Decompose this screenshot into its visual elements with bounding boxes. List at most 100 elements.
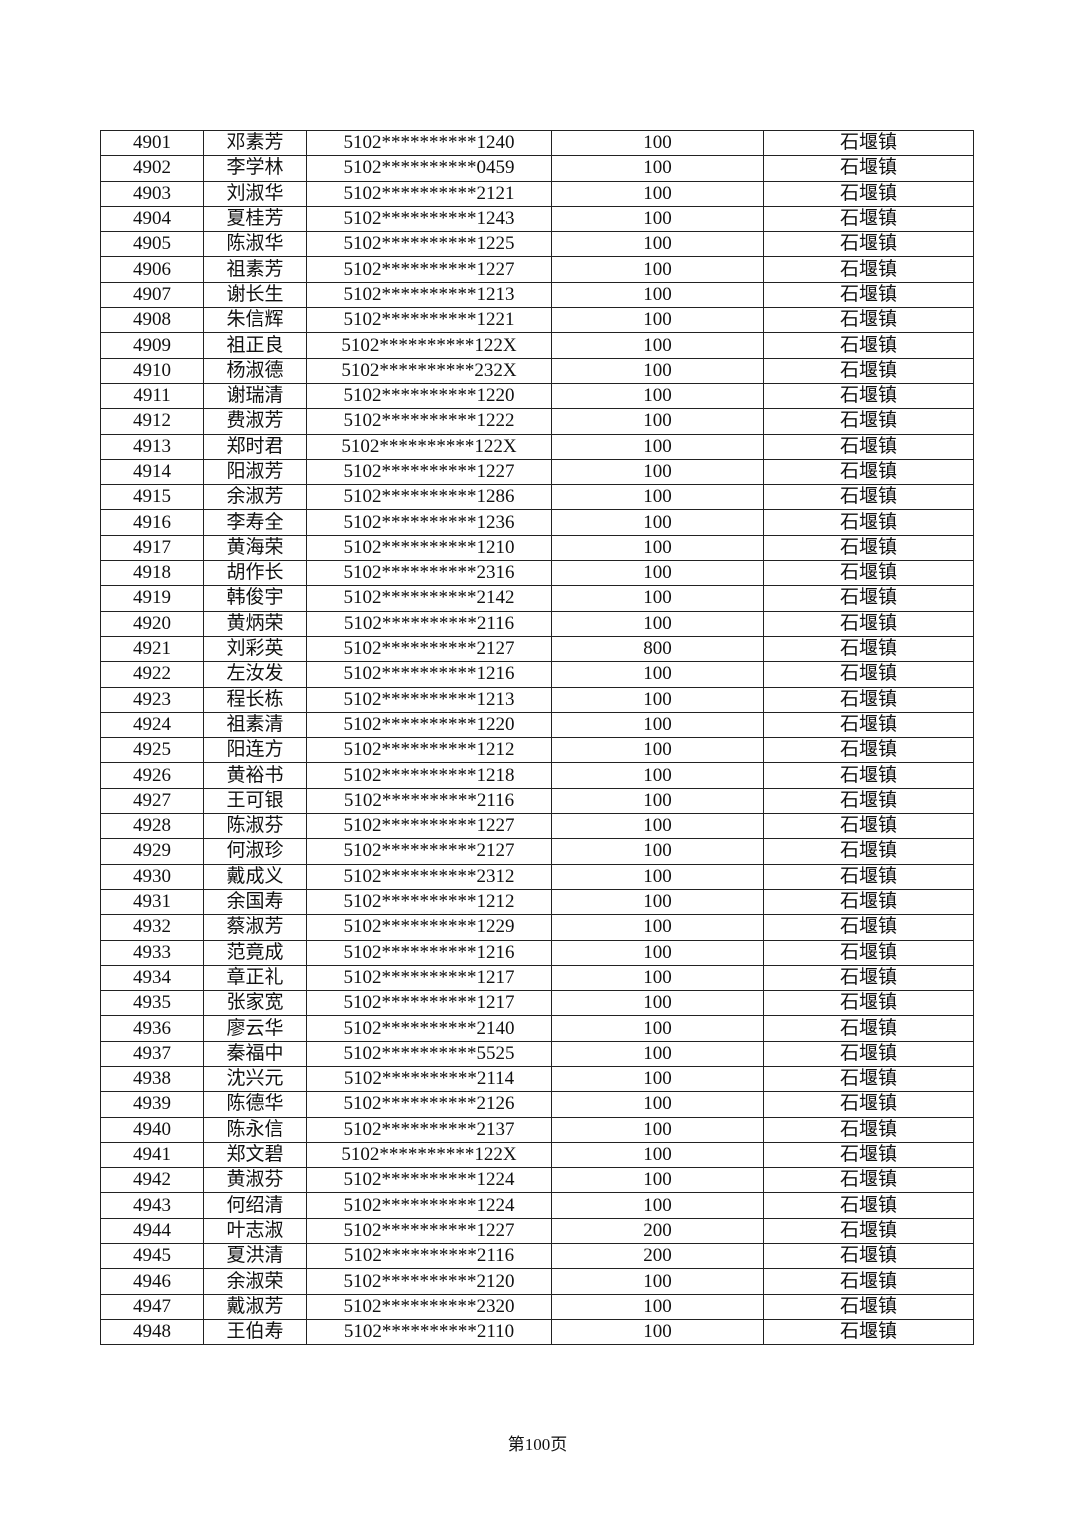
town-cell: 石堰镇 — [763, 737, 974, 764]
town-cell: 石堰镇 — [763, 256, 974, 283]
row-number-cell: 4914 — [100, 458, 204, 486]
town-cell: 石堰镇 — [763, 433, 974, 460]
table-row: 4909 祖正良 5102**********122X 100 石堰镇 — [100, 332, 974, 359]
table-row: 4931 余国寿 5102**********1212 100 石堰镇 — [100, 888, 974, 916]
town-cell: 石堰镇 — [763, 560, 974, 587]
town-cell: 石堰镇 — [763, 1217, 974, 1245]
town-cell: 石堰镇 — [763, 357, 974, 384]
page-number: 第100页 — [507, 1435, 568, 1454]
town-cell: 石堰镇 — [763, 307, 974, 334]
id-number-cell: 5102**********2137 — [306, 1116, 552, 1143]
name-cell: 祖素清 — [203, 711, 307, 739]
town-cell: 石堰镇 — [763, 610, 974, 637]
row-number-cell: 4920 — [100, 610, 204, 637]
amount-cell: 100 — [551, 1268, 764, 1295]
id-number-cell: 5102**********1218 — [306, 762, 552, 789]
roster-table: 4901 邓素芳 5102**********1240 100 石堰镇 4902 李学林 51… — [100, 129, 974, 1346]
table-row: 4914 阳淑芳 5102**********1227 100 石堰镇 — [100, 458, 974, 486]
name-cell: 朱信辉 — [203, 307, 307, 334]
id-number-cell: 5102**********1229 — [306, 914, 552, 941]
town-cell: 石堰镇 — [763, 1141, 974, 1169]
row-number-cell: 4927 — [100, 787, 204, 815]
amount-cell: 200 — [551, 1217, 764, 1245]
amount-cell: 100 — [551, 180, 764, 207]
amount-cell: 100 — [551, 1040, 764, 1067]
name-cell: 韩俊宇 — [203, 585, 307, 612]
table-row: 4944 叶志淑 5102**********1227 200 石堰镇 — [100, 1217, 974, 1245]
table-row: 4923 程长栋 5102**********1213 100 石堰镇 — [100, 686, 974, 713]
row-number-cell: 4933 — [100, 939, 204, 966]
name-cell: 邓素芳 — [203, 129, 307, 157]
id-number-cell: 5102**********122X — [306, 433, 552, 460]
name-cell: 戴淑芳 — [203, 1293, 307, 1320]
row-number-cell: 4918 — [100, 560, 204, 587]
table-row: 4941 郑文碧 5102**********122X 100 石堰镇 — [100, 1141, 974, 1169]
id-number-cell: 5102**********2126 — [306, 1091, 552, 1118]
table-row: 4937 秦福中 5102**********5525 100 石堰镇 — [100, 1040, 974, 1067]
table-row: 4912 费淑芳 5102**********1222 100 石堰镇 — [100, 408, 974, 435]
table-row: 4903 刘淑华 5102**********2121 100 石堰镇 — [100, 180, 974, 207]
name-cell: 谢长生 — [203, 281, 307, 309]
id-number-cell: 5102**********1216 — [306, 661, 552, 688]
name-cell: 戴成义 — [203, 863, 307, 890]
row-number-cell: 4915 — [100, 484, 204, 511]
amount-cell: 100 — [551, 990, 764, 1017]
town-cell: 石堰镇 — [763, 534, 974, 562]
name-cell: 黄炳荣 — [203, 610, 307, 637]
amount-cell: 100 — [551, 458, 764, 486]
id-number-cell: 5102**********122X — [306, 332, 552, 359]
table-row: 4906 祖素芳 5102**********1227 100 石堰镇 — [100, 256, 974, 283]
row-number-cell: 4919 — [100, 585, 204, 612]
row-number-cell: 4926 — [100, 762, 204, 789]
amount-cell: 100 — [551, 914, 764, 941]
name-cell: 陈淑华 — [203, 231, 307, 258]
id-number-cell: 5102**********1213 — [306, 281, 552, 309]
id-number-cell: 5102**********1227 — [306, 458, 552, 486]
town-cell: 石堰镇 — [763, 205, 974, 233]
id-number-cell: 5102**********232X — [306, 357, 552, 384]
id-number-cell: 5102**********1210 — [306, 534, 552, 562]
table-row: 4940 陈永信 5102**********2137 100 石堰镇 — [100, 1116, 974, 1143]
town-cell: 石堰镇 — [763, 1167, 974, 1194]
town-cell: 石堰镇 — [763, 484, 974, 511]
amount-cell: 100 — [551, 433, 764, 460]
row-number-cell: 4936 — [100, 1015, 204, 1042]
table-row: 4924 祖素清 5102**********1220 100 石堰镇 — [100, 711, 974, 739]
row-number-cell: 4905 — [100, 231, 204, 258]
name-cell: 黄裕书 — [203, 762, 307, 789]
id-number-cell: 5102**********1224 — [306, 1192, 552, 1219]
row-number-cell: 4921 — [100, 635, 204, 663]
table-row: 4942 黄淑芬 5102**********1224 100 石堰镇 — [100, 1167, 974, 1194]
table-row: 4926 黄裕书 5102**********1218 100 石堰镇 — [100, 762, 974, 789]
name-cell: 阳连方 — [203, 737, 307, 764]
amount-cell: 100 — [551, 281, 764, 309]
row-number-cell: 4909 — [100, 332, 204, 359]
row-number-cell: 4913 — [100, 433, 204, 460]
name-cell: 杨淑德 — [203, 357, 307, 384]
name-cell: 王可银 — [203, 787, 307, 815]
id-number-cell: 5102**********2142 — [306, 585, 552, 612]
town-cell: 石堰镇 — [763, 1243, 974, 1270]
town-cell: 石堰镇 — [763, 888, 974, 916]
id-number-cell: 5102**********1225 — [306, 231, 552, 258]
row-number-cell: 4902 — [100, 155, 204, 182]
town-cell: 石堰镇 — [763, 1015, 974, 1042]
id-number-cell: 5102**********2127 — [306, 635, 552, 663]
id-number-cell: 5102**********5525 — [306, 1040, 552, 1067]
town-cell: 石堰镇 — [763, 914, 974, 941]
amount-cell: 100 — [551, 661, 764, 688]
table-row: 4928 陈淑芬 5102**********1227 100 石堰镇 — [100, 813, 974, 840]
id-number-cell: 5102**********1213 — [306, 686, 552, 713]
row-number-cell: 4944 — [100, 1217, 204, 1245]
name-cell: 沈兴元 — [203, 1065, 307, 1093]
town-cell: 石堰镇 — [763, 509, 974, 536]
name-cell: 廖云华 — [203, 1015, 307, 1042]
row-number-cell: 4930 — [100, 863, 204, 890]
amount-cell: 100 — [551, 205, 764, 233]
town-cell: 石堰镇 — [763, 180, 974, 207]
amount-cell: 100 — [551, 129, 764, 157]
table-row: 4936 廖云华 5102**********2140 100 石堰镇 — [100, 1015, 974, 1042]
table-row: 4917 黄海荣 5102**********1210 100 石堰镇 — [100, 534, 974, 562]
town-cell: 石堰镇 — [763, 863, 974, 890]
row-number-cell: 4935 — [100, 990, 204, 1017]
